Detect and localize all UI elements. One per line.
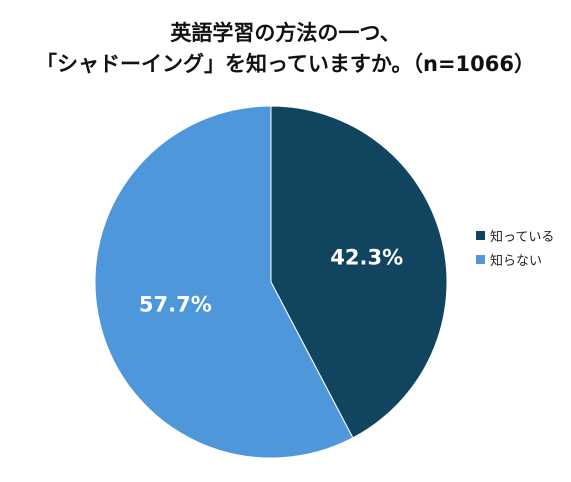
data-label-aware: 42.3% [330, 245, 403, 269]
legend-label-unaware: 知らない [490, 253, 543, 269]
chart-title-line2: 「シャドーイング」を知っていますか。（n=1066） [35, 52, 536, 76]
legend-item-unaware: 知らない [476, 247, 554, 271]
chart-title: 英語学習の方法の一つ、 「シャドーイング」を知っていますか。（n=1066） [0, 18, 571, 80]
legend-item-aware: 知っている [476, 223, 554, 247]
chart-title-line1: 英語学習の方法の一つ、 [170, 21, 401, 45]
legend-label-aware: 知っている [490, 229, 555, 245]
pie-slice-aware [270, 105, 448, 439]
legend-swatch-aware [476, 230, 485, 240]
legend-swatch-unaware [476, 254, 485, 264]
pie-slice-unaware [94, 105, 354, 459]
data-label-unaware: 57.7% [139, 293, 212, 317]
legend: 知っている 知らない [476, 223, 554, 271]
